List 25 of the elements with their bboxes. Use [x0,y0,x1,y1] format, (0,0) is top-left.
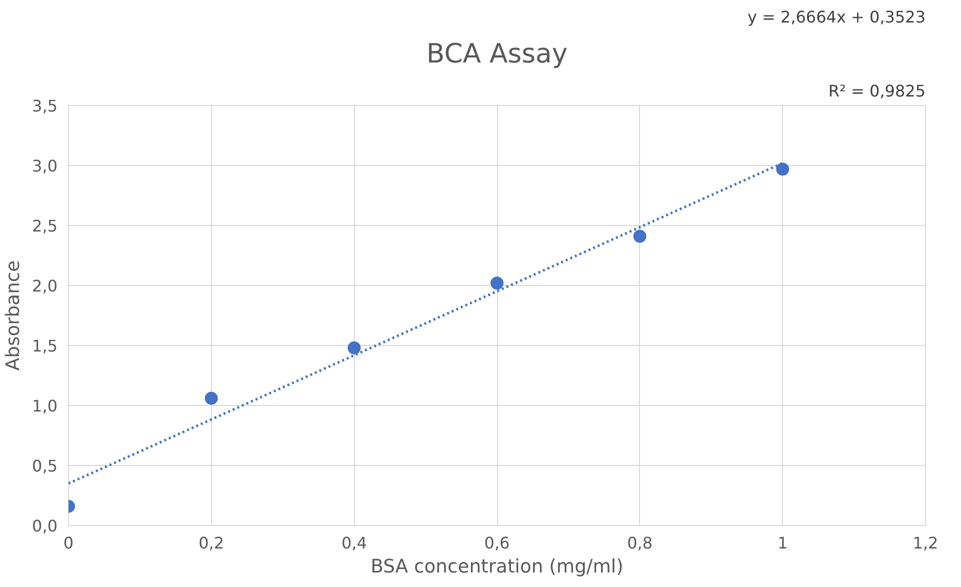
point [633,230,646,243]
y-tick-label: 1,5 [32,336,58,356]
y-tick-label: 1,0 [32,396,58,416]
y-tick-label: 3,0 [32,156,58,176]
text: y = 2,6664x + 0,3523 [747,8,926,26]
point [348,341,361,354]
y-tick-label: 0,5 [32,456,58,476]
x-tick-label: 0,2 [198,534,224,552]
x-axis-title: BSA concentration (mg/ml) [370,556,624,578]
x-tick-label: 0,8 [627,534,653,552]
text: R² = 0,9825 [828,82,926,100]
x-tick-label: 1 [778,534,788,552]
y-tick-label: 3,5 [32,96,58,116]
x-tick-label: 0,4 [341,534,367,552]
point [204,392,218,405]
point [776,162,790,176]
y-tick-label: 2,0 [32,276,58,296]
y-tick-label: 2,5 [32,216,58,236]
point [490,276,504,290]
y-axis-title: Absorbance [3,260,24,371]
y-tick-label: 0,0 [32,516,58,536]
x-tick-label: 1,2 [912,534,938,552]
x-tick-label: 0,6 [484,534,510,552]
chart-title: BCA Assay [426,38,568,70]
x-tick-label: 0 [63,534,74,552]
